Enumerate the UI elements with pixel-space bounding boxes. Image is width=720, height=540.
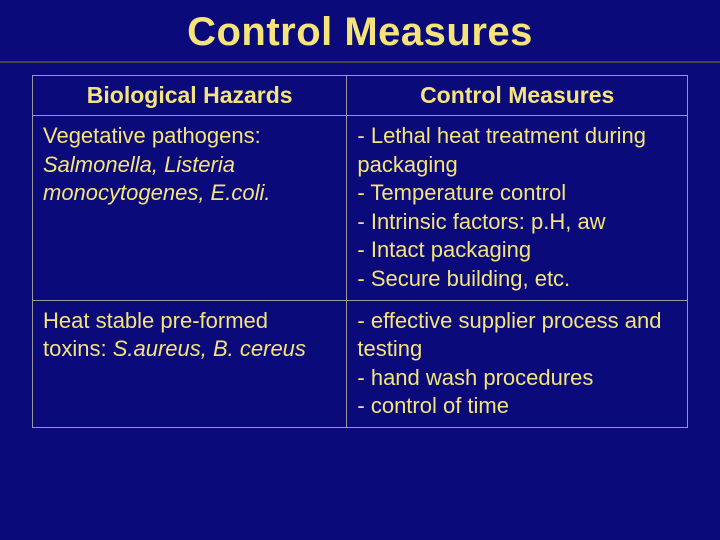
- measures-vegetative-item-3: - Intrinsic factors: p.H, aw: [357, 209, 605, 234]
- hazard-cell-vegetative: Vegetative pathogens: Salmonella, Lister…: [33, 116, 347, 301]
- hazard-cell-toxins: Heat stable pre-formed toxins: S.aureus,…: [33, 300, 347, 427]
- hazard-toxins-text: Heat stable pre-formed toxins: S.aureus,…: [43, 307, 336, 364]
- measures-toxins-item-2: - hand wash procedures: [357, 365, 593, 390]
- column-header-control-measures: Control Measures: [347, 76, 688, 116]
- slide-title: Control Measures: [0, 0, 720, 61]
- table-row: Heat stable pre-formed toxins: S.aureus,…: [33, 300, 688, 427]
- measures-vegetative-item-2: - Temperature control: [357, 180, 566, 205]
- slide-container: Control Measures Biological Hazards Cont…: [0, 0, 720, 540]
- table-header-row: Biological Hazards Control Measures: [33, 76, 688, 116]
- hazard-toxins-examples: S.aureus, B. cereus: [113, 336, 306, 361]
- measures-cell-vegetative: - Lethal heat treatment during packaging…: [347, 116, 688, 301]
- measures-vegetative-item-1: - Lethal heat treatment during packaging: [357, 123, 646, 177]
- measures-toxins-text: - effective supplier process and testing…: [357, 307, 677, 421]
- control-measures-table: Biological Hazards Control Measures Vege…: [32, 75, 688, 428]
- hazard-vegetative-text: Vegetative pathogens: Salmonella, Lister…: [43, 122, 336, 208]
- title-divider: [0, 61, 720, 63]
- measures-toxins-item-3: - control of time: [357, 393, 509, 418]
- measures-toxins-item-1: - effective supplier process and testing: [357, 308, 661, 362]
- hazard-vegetative-examples: Salmonella, Listeria monocytogenes, E.co…: [43, 152, 270, 206]
- measures-vegetative-text: - Lethal heat treatment during packaging…: [357, 122, 677, 294]
- measures-vegetative-item-5: - Secure building, etc.: [357, 266, 570, 291]
- column-header-biological-hazards: Biological Hazards: [33, 76, 347, 116]
- table-row: Vegetative pathogens: Salmonella, Lister…: [33, 116, 688, 301]
- measures-cell-toxins: - effective supplier process and testing…: [347, 300, 688, 427]
- hazard-vegetative-label: Vegetative pathogens:: [43, 123, 261, 148]
- measures-vegetative-item-4: - Intact packaging: [357, 237, 531, 262]
